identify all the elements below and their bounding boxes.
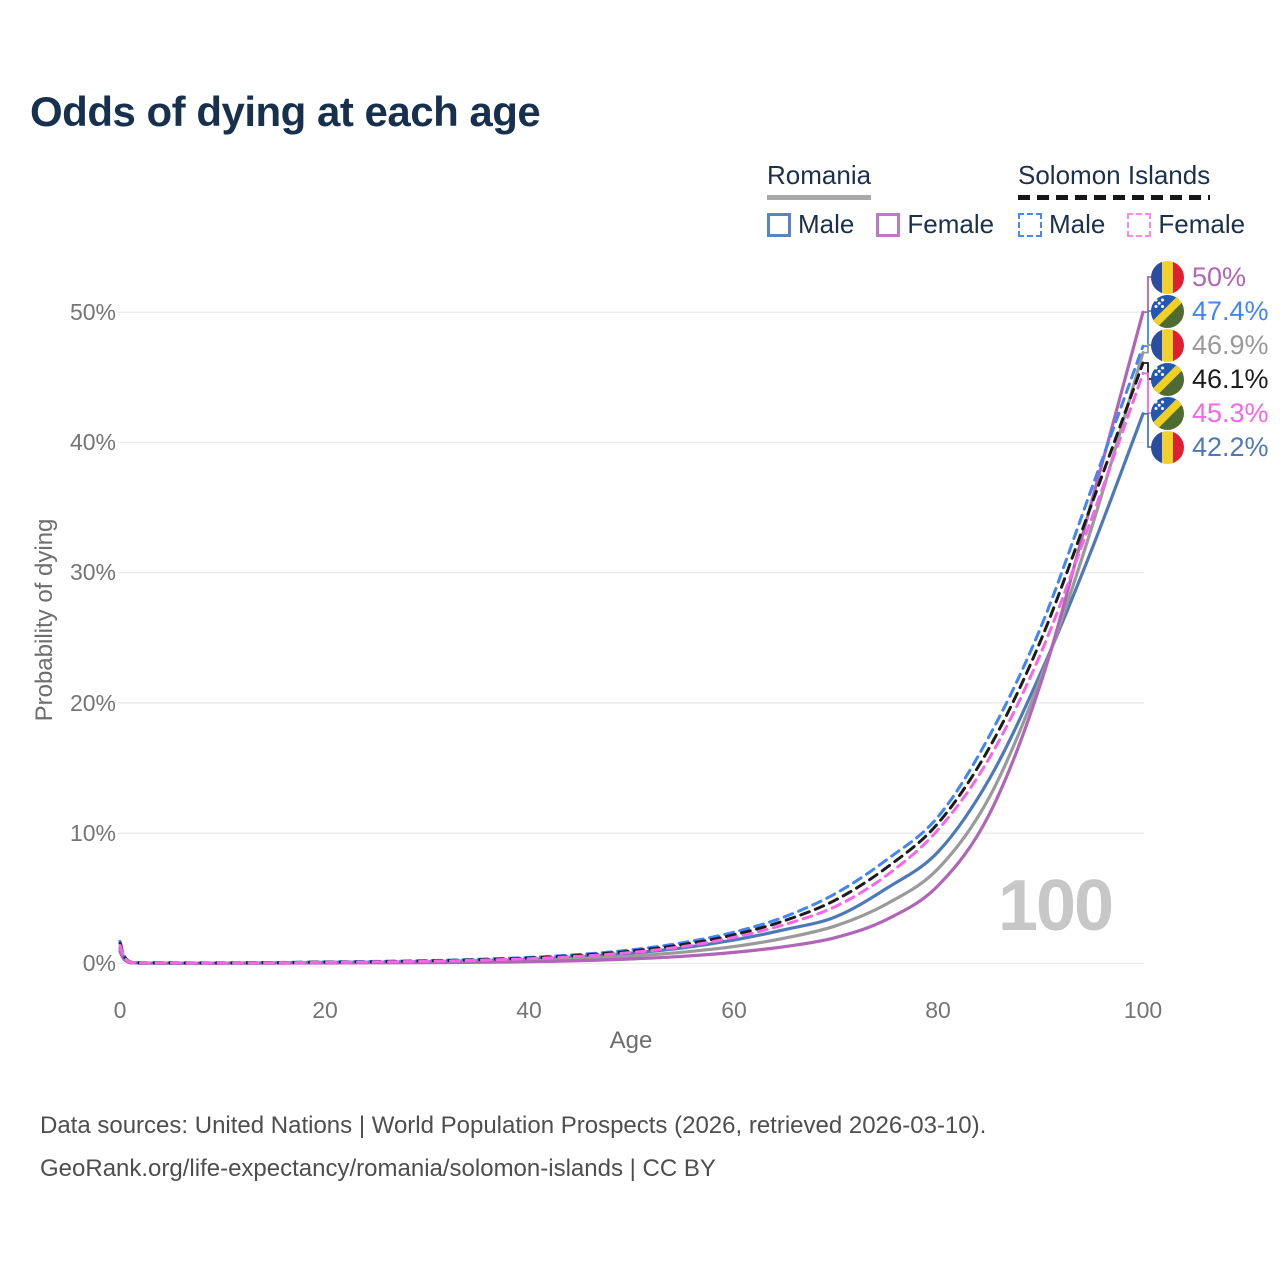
end-label-value: 46.1%: [1192, 363, 1269, 394]
x-tick-0: 0: [113, 997, 127, 1023]
end-label-value: 42.2%: [1192, 431, 1269, 462]
footer-data-sources: Data sources: United Nations | World Pop…: [40, 1112, 987, 1139]
footer: Data sources: United Nations | World Pop…: [40, 1104, 986, 1190]
x-tick-80: 80: [925, 997, 951, 1023]
x-tick-40: 40: [516, 997, 542, 1023]
si-male-swatch-icon: [1018, 212, 1042, 237]
solomon-islands-line-style-swatch: [1018, 195, 1211, 200]
y-tick-40: 40%: [69, 429, 116, 455]
leader-line-solomon-islands-both: [1144, 362, 1152, 380]
si-female-swatch-icon: [1127, 212, 1152, 237]
age-watermark: 100: [997, 866, 1114, 946]
leader-line-romania-both: [1144, 344, 1152, 354]
solomon-islands-flag-icon: [1151, 396, 1184, 430]
legend-romania-female-label: Female: [907, 209, 995, 239]
series-line-solomon-islands-female[interactable]: [118, 371, 1145, 965]
end-label-row-romania-both: 46.9%: [1151, 328, 1269, 362]
legend-si-title: Solomon Islands: [1018, 160, 1211, 190]
end-label-row-romania-male: 42.2%: [1151, 430, 1269, 464]
romania-male-swatch-icon: [767, 212, 791, 237]
romania-line-style-swatch: [767, 195, 872, 200]
x-tick-100: 100: [1123, 997, 1163, 1023]
legend-si-header: Solomon Islands: [1018, 160, 1211, 200]
end-label-value: 47.4%: [1192, 295, 1269, 326]
end-label-row-solomon-islands-female: 45.3%: [1151, 396, 1269, 430]
end-label-row-romania-female: 50%: [1151, 260, 1246, 294]
legend-romania-title: Romania: [767, 160, 872, 190]
legend-si-female-label: Female: [1158, 209, 1246, 239]
romania-flag-icon: [1151, 328, 1184, 362]
y-tick-50: 50%: [69, 299, 116, 325]
leader-line-romania-male: [1144, 412, 1152, 448]
end-label-value: 50%: [1192, 261, 1247, 292]
y-tick-0: 0%: [82, 950, 116, 976]
leader-line-romania-female: [1144, 276, 1152, 314]
legend-romania-male-label: Male: [798, 209, 855, 239]
x-axis-title: Age: [609, 1027, 653, 1054]
romania-female-swatch-icon: [876, 212, 901, 237]
legend-group-romania: Romania Male Female: [767, 160, 994, 240]
solomon-islands-flag-icon: [1151, 362, 1184, 396]
romania-flag-icon: [1151, 260, 1184, 294]
leader-line-solomon-islands-male: [1144, 310, 1152, 347]
legend-item-romania-male[interactable]: Male: [767, 209, 854, 240]
y-tick-30: 30%: [69, 559, 116, 585]
solomon-islands-flag-icon: [1151, 294, 1184, 328]
y-tick-20: 20%: [69, 690, 116, 716]
legend-item-si-female[interactable]: Female: [1127, 209, 1245, 240]
legend-romania-header: Romania: [767, 160, 872, 200]
end-label-value: 45.3%: [1192, 397, 1269, 428]
legend-group-solomon-islands: Solomon Islands Male Female: [1018, 160, 1245, 240]
footer-attribution: GeoRank.org/life-expectancy/romania/solo…: [40, 1155, 716, 1182]
x-tick-20: 20: [312, 997, 338, 1023]
chart-title: Odds of dying at each age: [30, 88, 541, 135]
legend-item-romania-female[interactable]: Female: [876, 209, 994, 240]
end-label-row-solomon-islands-male: 47.4%: [1151, 294, 1269, 328]
leader-line-solomon-islands-female: [1144, 372, 1152, 414]
x-tick-60: 60: [721, 997, 747, 1023]
end-label-value: 46.9%: [1192, 329, 1269, 360]
legend-si-male-label: Male: [1049, 209, 1106, 239]
y-tick-10: 10%: [69, 820, 116, 846]
legend-item-si-male[interactable]: Male: [1018, 209, 1105, 240]
romania-flag-icon: [1151, 430, 1184, 464]
end-label-row-solomon-islands-both: 46.1%: [1151, 362, 1269, 396]
